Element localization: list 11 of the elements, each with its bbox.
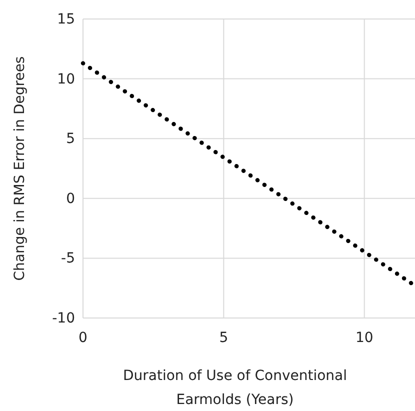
y-tick-label: -5 bbox=[61, 250, 75, 267]
y-tick-label: 5 bbox=[66, 131, 75, 148]
x-axis-title: Duration of Use of Conventional Earmolds (Years) bbox=[122, 368, 348, 408]
y-tick-label: 0 bbox=[66, 190, 75, 207]
x-tick-label: 10 bbox=[355, 330, 374, 346]
x-tick-label: 5 bbox=[219, 330, 228, 346]
y-tick-label: -10 bbox=[52, 310, 75, 326]
x-tick-label: 0 bbox=[78, 330, 88, 346]
y-axis-title: Change in RMS Error in Degrees bbox=[12, 56, 28, 281]
y-tick-label: 15 bbox=[57, 11, 75, 28]
y-tick-label: 10 bbox=[57, 71, 75, 88]
